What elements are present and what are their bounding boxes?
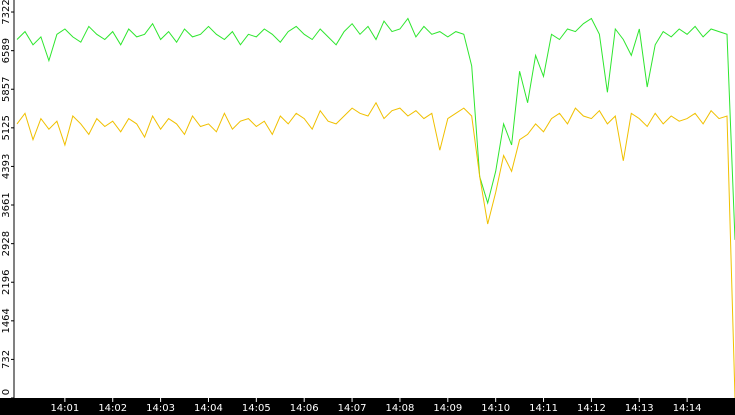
x-tick-label: 14:02 — [98, 403, 127, 414]
y-tick-label: 2928 — [1, 231, 12, 256]
x-tick-label: 14:09 — [433, 403, 462, 414]
series-line — [16, 17, 735, 240]
x-tick-label: 14:13 — [625, 403, 654, 414]
x-tick-label: 14:03 — [146, 403, 175, 414]
x-tick-label: 14:07 — [338, 403, 367, 414]
y-tick-label: 3661 — [1, 192, 12, 217]
y-tick-label: 4393 — [1, 154, 12, 179]
y-tick-label: 6589 — [1, 38, 12, 63]
series-line — [16, 101, 735, 399]
y-tick-label: 7322 — [1, 0, 12, 25]
x-tick-label: 14:10 — [481, 403, 510, 414]
y-tick-label: 5857 — [1, 77, 12, 102]
x-tick-label: 14:11 — [529, 403, 558, 414]
y-tick-label: 732 — [1, 350, 12, 369]
x-axis-band — [0, 398, 735, 415]
x-tick-label: 14:08 — [386, 403, 415, 414]
x-tick-label: 14:06 — [290, 403, 319, 414]
y-tick-label: 2196 — [1, 270, 12, 295]
x-tick-label: 14:12 — [577, 403, 606, 414]
y-tick-label: 1464 — [1, 308, 12, 333]
y-tick-label: 5125 — [1, 115, 12, 140]
x-tick-label: 14:04 — [194, 403, 223, 414]
x-tick-label: 14:14 — [673, 403, 702, 414]
y-tick-label: 0 — [1, 389, 12, 395]
x-tick-label: 14:01 — [50, 403, 79, 414]
x-tick-label: 14:05 — [242, 403, 271, 414]
